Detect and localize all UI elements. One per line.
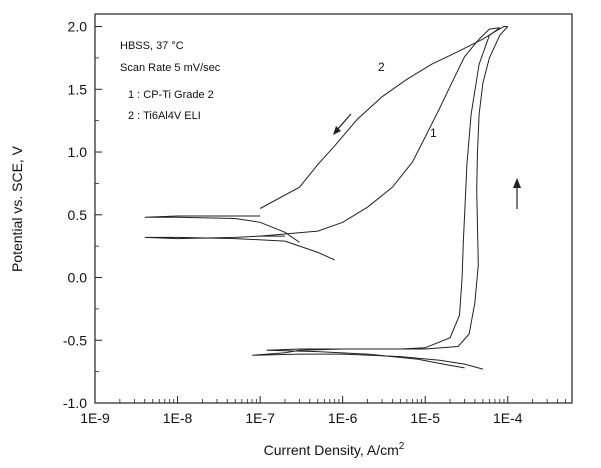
curves — [144, 26, 509, 370]
series-2-segment-4 — [252, 348, 484, 370]
y-tick-label: -1.0 — [63, 395, 87, 411]
y-axis-title: Potential vs. SCE, V — [9, 145, 25, 272]
plot-frame — [94, 13, 573, 404]
y-tick-label: 0.0 — [68, 270, 88, 286]
x-tick-label: 1E-5 — [410, 410, 440, 426]
legend-entry-2: 2 : Ti6Al4V ELI — [128, 110, 201, 122]
y-tick-labels: -1.0 -0.5 0.0 0.5 1.0 1.5 2.0 — [63, 19, 87, 411]
series-2-segment-2 — [259, 26, 508, 209]
scan-rate-annotation: Scan Rate 5 mV/sec — [120, 62, 221, 74]
series-1-segment-4 — [266, 348, 465, 369]
series-1-segment-3 — [367, 27, 501, 350]
x-tick-labels: 1E-9 1E-8 1E-7 1E-6 1E-5 1E-4 — [80, 410, 523, 426]
y-tick-label: -0.5 — [63, 332, 87, 348]
x-tick-label: 1E-6 — [328, 410, 358, 426]
curve-label-2: 2 — [378, 60, 385, 74]
y-tick-label: 0.5 — [68, 207, 88, 223]
x-axis-title: Current Density, A/cm2 — [264, 441, 405, 458]
x-tick-label: 1E-7 — [245, 410, 275, 426]
condition-annotation: HBSS, 37 °C — [120, 40, 184, 52]
scan-direction-arrow-down — [333, 113, 352, 135]
x-tick-label: 1E-9 — [80, 410, 110, 426]
series-2-segment-3 — [342, 26, 509, 350]
y-tick-label: 1.5 — [68, 81, 88, 97]
y-tick-label: 2.0 — [68, 19, 88, 35]
x-tick-label: 1E-4 — [493, 410, 523, 426]
series-1-segment-2 — [260, 27, 500, 237]
y-tick-label: 1.0 — [68, 144, 88, 160]
x-tick-label: 1E-8 — [163, 410, 193, 426]
scan-direction-arrow-up — [513, 178, 521, 209]
axis-ticks — [94, 26, 566, 404]
legend-entry-1: 1 : CP-Ti Grade 2 — [128, 89, 214, 101]
series-1-segment-1 — [144, 235, 335, 261]
series-2-segment-1 — [144, 215, 300, 243]
curve-label-1: 1 — [430, 126, 437, 140]
